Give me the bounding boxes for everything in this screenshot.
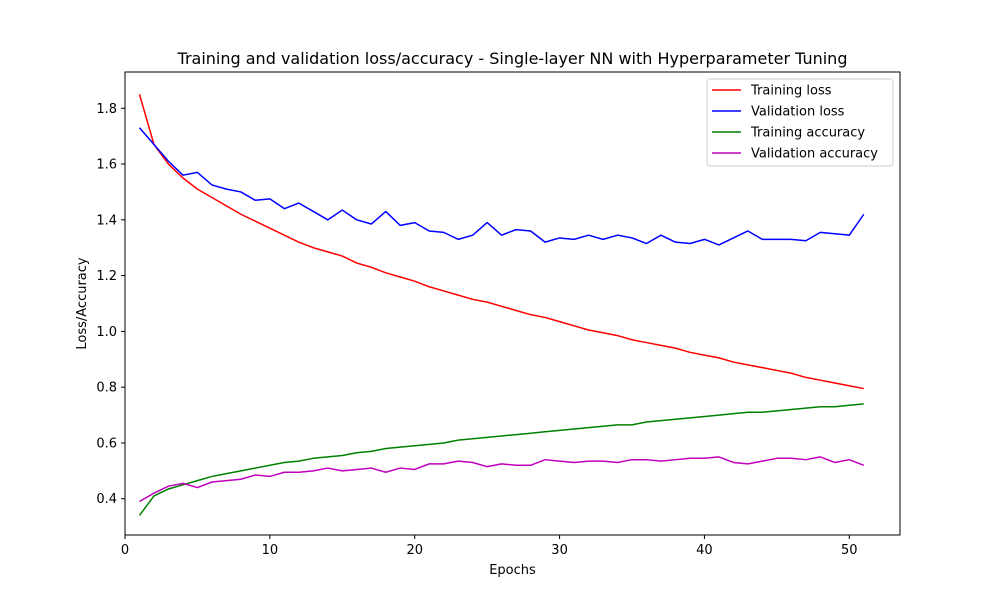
legend-label-validation-accuracy: Validation accuracy xyxy=(751,147,878,162)
y-axis: 0.4 0.6 0.8 1.0 1.2 1.4 1.6 1.8 xyxy=(96,102,125,507)
x-tick-label: 50 xyxy=(841,543,858,558)
y-tick-label: 1.0 xyxy=(96,325,117,340)
x-tick-label: 10 xyxy=(262,543,279,558)
series-line-validation-accuracy xyxy=(139,456,865,503)
x-axis: 0 10 20 30 40 50 xyxy=(121,535,858,558)
y-tick-label: 0.8 xyxy=(96,381,117,396)
series-line-training-loss xyxy=(138,94,864,390)
x-tick-label: 40 xyxy=(696,543,713,558)
x-tick-label: 0 xyxy=(121,543,129,558)
plot-frame xyxy=(124,71,901,536)
y-tick-label: 0.4 xyxy=(96,492,117,507)
legend-frame xyxy=(706,78,894,167)
y-tick-label: 1.2 xyxy=(96,269,117,284)
y-tick-label: 1.8 xyxy=(96,102,117,117)
legend: Training loss Validation loss Training acc… xyxy=(706,78,894,167)
legend-label-validation-loss: Validation loss xyxy=(751,105,845,120)
chart-title: Training and validation loss/accuracy - … xyxy=(177,49,848,68)
x-tick-label: 30 xyxy=(551,543,568,558)
legend-label-training-accuracy: Training accuracy xyxy=(750,126,865,141)
series-lines xyxy=(138,94,865,516)
x-axis-label: Epochs xyxy=(489,563,536,578)
y-tick-label: 1.6 xyxy=(96,158,117,173)
y-tick-label: 0.6 xyxy=(96,436,117,451)
series-line-validation-loss xyxy=(138,127,865,246)
y-tick-label: 1.4 xyxy=(96,213,117,228)
series-line-training-accuracy xyxy=(138,403,864,516)
y-axis-label: Loss/Accuracy xyxy=(75,257,90,350)
legend-label-training-loss: Training loss xyxy=(750,84,832,99)
plot-area xyxy=(124,71,901,536)
x-tick-label: 20 xyxy=(406,543,423,558)
